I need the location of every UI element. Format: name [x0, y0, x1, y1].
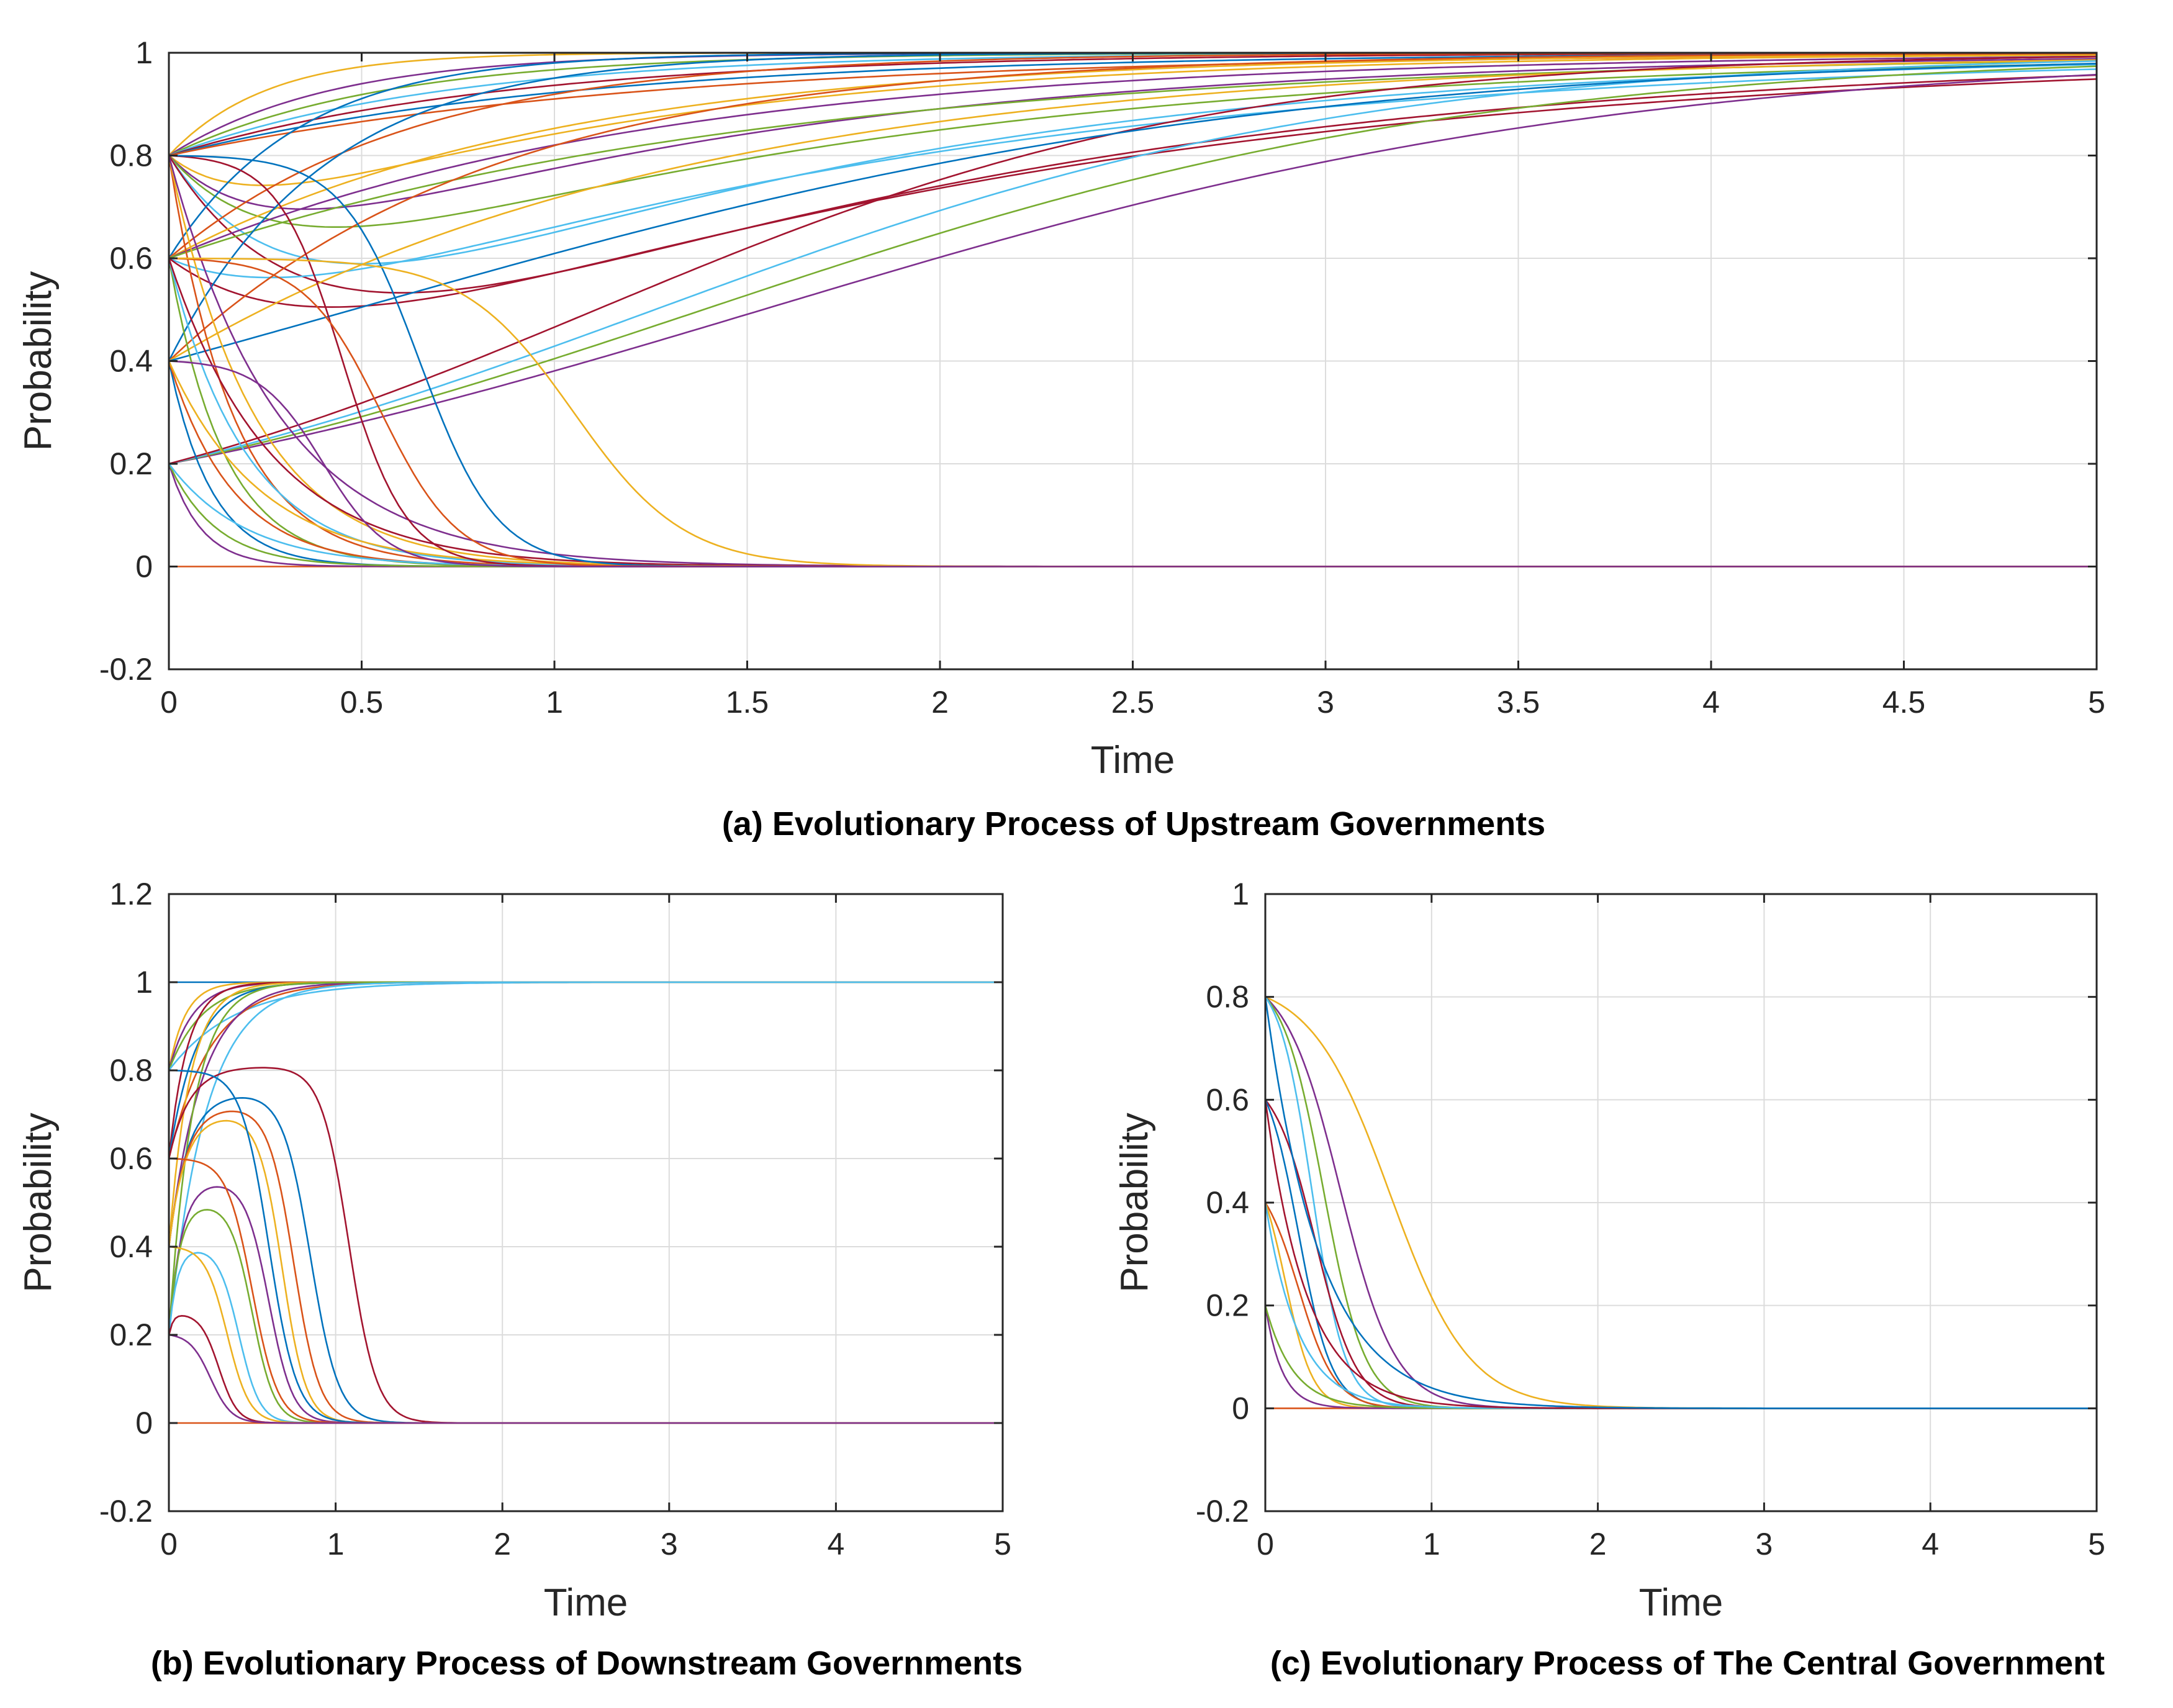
x-tick-label: 1 — [1423, 1527, 1440, 1561]
y-tick-label: 1.2 — [109, 877, 153, 911]
y-tick-label: 0.6 — [1206, 1082, 1249, 1117]
x-tick-label: 4 — [827, 1527, 844, 1561]
x-tick-label: 0.5 — [340, 685, 384, 720]
y-tick-label: 0.8 — [109, 138, 153, 173]
caption-downstream: (b) Evolutionary Process of Downstream G… — [151, 1645, 1023, 1682]
x-tick-label: 3 — [1755, 1527, 1773, 1561]
y-tick-label: 0.4 — [1206, 1185, 1249, 1220]
y-axis-label: Probability — [17, 271, 60, 451]
y-tick-label: 0.6 — [109, 1141, 153, 1176]
series-line-18 — [168, 55, 2097, 260]
x-tick-label: 0 — [1257, 1527, 1274, 1561]
series-line-26 — [168, 65, 2097, 465]
downstream-governments-chart: 0 1 2 3 4 5-0.200.20.40.60.811.2TimeProbabili… — [17, 877, 1011, 1624]
series-line-17 — [168, 53, 2097, 260]
series-line-24 — [168, 59, 2097, 362]
tick-marks — [168, 52, 2098, 671]
y-axis-label: Probability — [17, 1113, 60, 1292]
y-tick-label: -0.2 — [99, 1494, 153, 1529]
series-line-46 — [168, 360, 2097, 567]
x-tick-label: 1 — [327, 1527, 345, 1561]
y-tick-label: 0.2 — [109, 446, 153, 481]
x-tick-label: 5 — [994, 1527, 1011, 1561]
series-line-20 — [168, 68, 2097, 279]
x-tick-label: 3 — [1317, 685, 1334, 720]
y-tick-label: 0 — [135, 549, 153, 584]
series-line-10 — [168, 54, 2097, 186]
upstream-governments-chart: 0 0.5 1 1.5 2 2.5 3 3.5 4 4.5 5-0.200.20.40.60.81T… — [17, 35, 2105, 782]
x-tick-label: 3.5 — [1497, 685, 1540, 720]
y-tick-label: -0.2 — [99, 652, 153, 687]
series-line-12 — [168, 63, 2097, 228]
x-tick-label: 5 — [2088, 685, 2105, 720]
y-tick-label: 0.4 — [109, 344, 153, 379]
x-axis-label: Time — [1091, 739, 1175, 782]
x-tick-label: 1.5 — [726, 685, 769, 720]
y-tick-label: 0.8 — [109, 1053, 153, 1088]
y-tick-label: 0.4 — [109, 1229, 153, 1264]
series-lines — [1264, 893, 2097, 1409]
series-line-29 — [168, 63, 2097, 362]
x-tick-label: 2 — [1589, 1527, 1607, 1561]
plot-frame — [168, 893, 1004, 1512]
y-tick-label: 1 — [135, 35, 153, 70]
series-line-14 — [168, 74, 2097, 294]
caption-central: (c) Evolutionary Process of The Central … — [1270, 1645, 2105, 1682]
x-tick-label: 2.5 — [1111, 685, 1155, 720]
x-axis-label: Time — [1639, 1581, 1723, 1624]
tick-marks — [1264, 893, 2098, 1512]
series-line-25 — [168, 73, 2097, 465]
y-tick-label: 1 — [135, 965, 153, 1000]
series-line-28 — [168, 56, 2097, 465]
y-tick-label: 0.8 — [1206, 980, 1249, 1014]
y-tick-label: 0 — [1232, 1391, 1249, 1426]
x-tick-label: 1 — [546, 685, 563, 720]
series-line-15 — [1264, 996, 2097, 1409]
y-tick-label: 1 — [1232, 877, 1249, 911]
series-line-25 — [168, 1334, 1003, 1424]
x-tick-label: 2 — [494, 1527, 511, 1561]
x-axis-label: Time — [544, 1581, 628, 1624]
caption-upstream: (a) Evolutionary Process of Upstream Gov… — [722, 805, 1545, 843]
x-tick-label: 3 — [661, 1527, 678, 1561]
x-tick-label: 2 — [931, 685, 949, 720]
x-tick-label: 4 — [1702, 685, 1720, 720]
y-tick-label: 0 — [135, 1406, 153, 1440]
x-tick-label: 0 — [160, 1527, 178, 1561]
series-line-23 — [168, 52, 2097, 362]
series-line-27 — [168, 60, 2097, 465]
x-tick-label: 4 — [1922, 1527, 1939, 1561]
tick-marks — [168, 893, 1004, 1512]
y-tick-label: -0.2 — [1196, 1494, 1249, 1529]
series-lines — [168, 981, 1003, 1424]
x-tick-label: 0 — [160, 685, 178, 720]
y-tick-label: 0.6 — [109, 241, 153, 276]
y-tick-label: 0.2 — [109, 1317, 153, 1352]
series-line-21 — [168, 78, 2097, 308]
y-axis-label: Probability — [1113, 1113, 1156, 1292]
x-tick-label: 4.5 — [1882, 685, 1926, 720]
series-line-13 — [168, 981, 1003, 1335]
x-tick-label: 5 — [2088, 1527, 2105, 1561]
y-tick-label: 0.2 — [1206, 1288, 1249, 1323]
